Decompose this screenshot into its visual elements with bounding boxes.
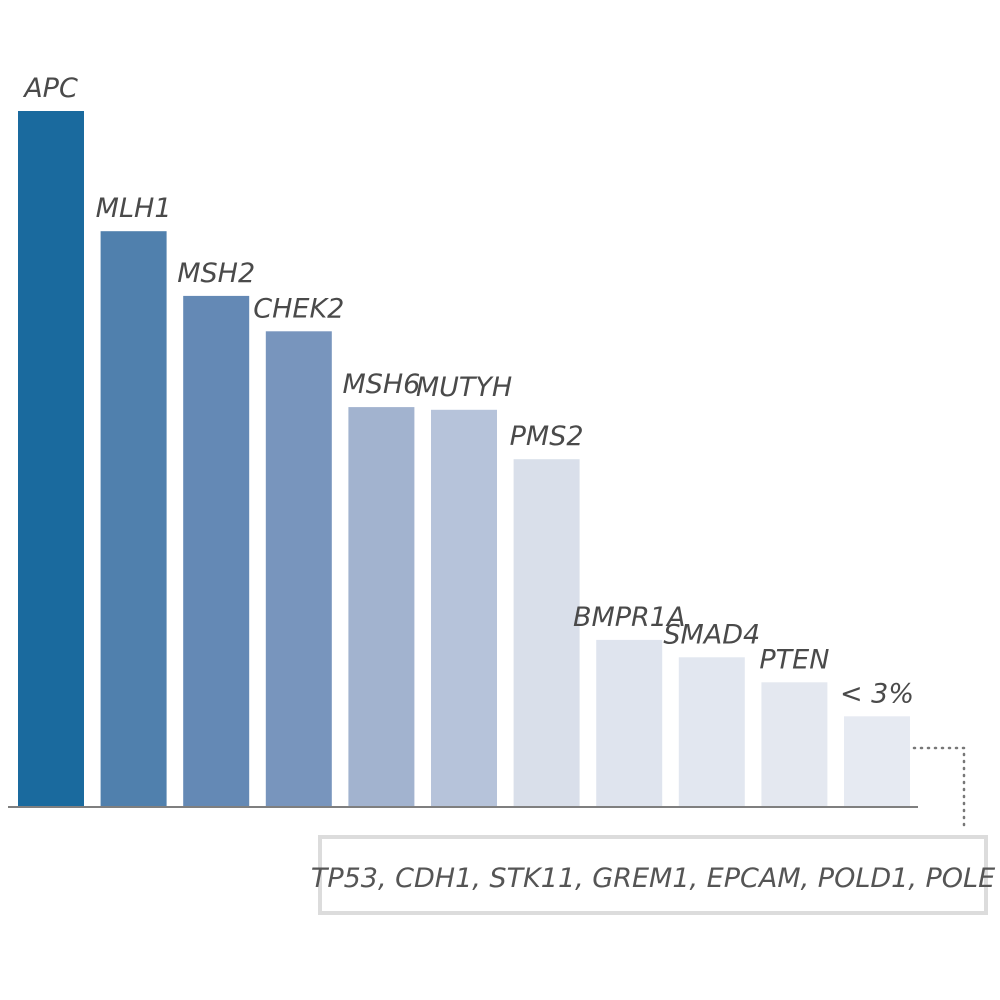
annotation-connector [912, 746, 966, 830]
bar-label-pms2: PMS2 [510, 421, 584, 452]
bar-label-chek2: CHEK2 [253, 293, 344, 324]
bar-chek2 [265, 331, 332, 806]
bar-label-msh2: MSH2 [177, 258, 255, 289]
bars-layer [18, 111, 910, 806]
bar-bmpr1a [596, 639, 663, 806]
bar-pten [761, 682, 828, 806]
bar-label-3: < 3% [840, 678, 914, 709]
bar-label-apc: APC [22, 73, 78, 104]
bar-smad4 [678, 657, 745, 806]
bar-msh2 [183, 295, 250, 806]
bar-apc [18, 111, 84, 806]
bar-3 [844, 716, 910, 806]
bar-msh6 [348, 407, 415, 806]
bar-label-smad4: SMAD4 [663, 619, 760, 650]
bar-pms2 [513, 459, 580, 806]
bar-mutyh [431, 409, 497, 806]
bar-mlh1 [100, 231, 167, 806]
annotation-box [318, 835, 988, 915]
annotation-text: TP53, CDH1, STK11, GREM1, EPCAM, POLD1, … [311, 863, 995, 894]
bar-label-pten: PTEN [759, 644, 829, 675]
bar-label-bmpr1a: BMPR1A [573, 602, 686, 633]
bar-label-msh6: MSH6 [342, 369, 420, 400]
bar-label-mlh1: MLH1 [96, 193, 172, 224]
bar-label-mutyh: MUTYH [416, 372, 512, 403]
